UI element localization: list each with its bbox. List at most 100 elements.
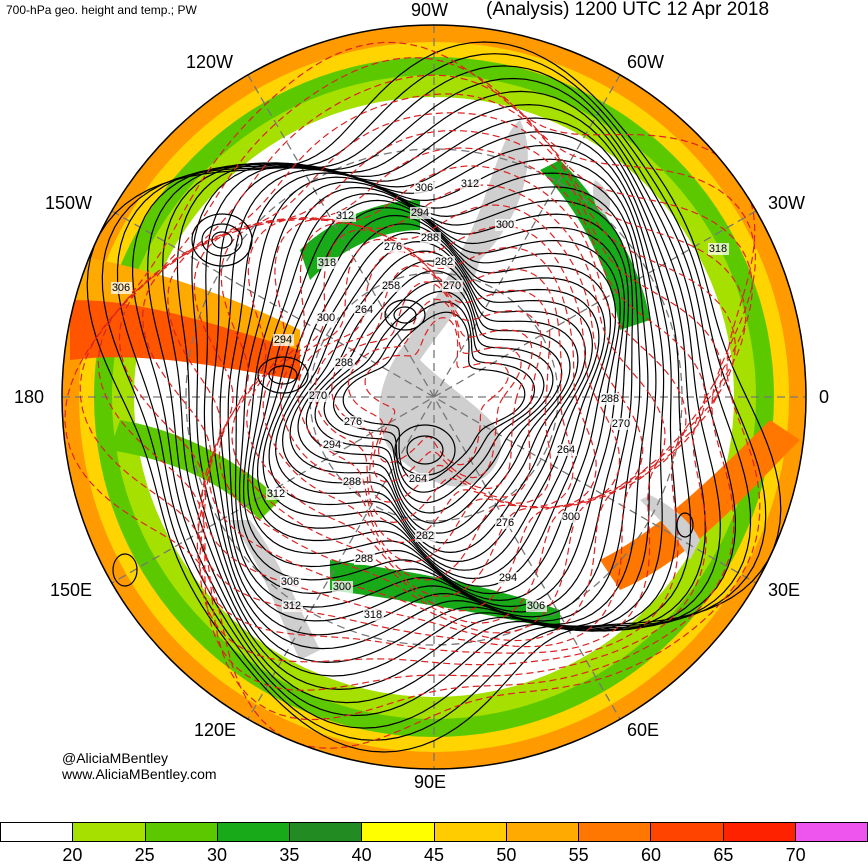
height-contour	[247, 192, 621, 602]
lon-label-150e: 150E	[50, 580, 93, 600]
contour-label: 264	[409, 473, 427, 485]
height-contour	[251, 199, 617, 595]
contour-label: 282	[416, 530, 434, 542]
temperature-contour	[64, 41, 761, 749]
contour-label: 294	[323, 439, 341, 451]
lon-label-60w: 60W	[627, 52, 665, 72]
contour-label-bg	[308, 390, 329, 402]
lon-label-30e: 30E	[768, 580, 801, 600]
height-contour	[176, 117, 692, 677]
colorbar-swatch	[361, 822, 434, 842]
contour-label: 276	[496, 517, 514, 529]
contour-label: 288	[343, 476, 361, 488]
height-contour	[281, 240, 587, 554]
colorbar-tick-label: 55	[568, 845, 589, 865]
contour-label-bg	[354, 553, 375, 565]
credit-handle: @AliciaMBentley	[62, 750, 169, 766]
contour-label: 294	[274, 334, 292, 346]
colorbar-tick-label: 60	[640, 845, 662, 865]
contour-label-bg	[611, 418, 632, 430]
contour-label: 312	[461, 178, 479, 190]
contour-label: 270	[443, 280, 461, 292]
temperature-contour	[218, 184, 666, 624]
temperature-contour	[167, 129, 723, 648]
contour-label-bg	[434, 256, 455, 268]
colorbar-tick-label: 40	[351, 845, 372, 865]
contour-label: 300	[496, 219, 514, 231]
contour-label: 318	[709, 243, 727, 255]
colorbar-swatch	[650, 822, 723, 842]
colorbar-swatch	[794, 822, 868, 842]
contour-label: 288	[335, 357, 353, 369]
colorbar-tick-label: 30	[206, 845, 228, 865]
contour-label: 270	[309, 390, 327, 402]
colorbar-tick-label: 35	[279, 845, 300, 865]
contour-label: 306	[281, 576, 299, 588]
contour-label-bg	[442, 280, 463, 292]
contour-label-bg	[415, 530, 436, 542]
temperature-contour	[208, 165, 687, 634]
height-contour	[116, 65, 752, 729]
contour-label: 312	[336, 210, 354, 222]
height-contour	[332, 301, 536, 493]
contour-label-bg	[495, 517, 516, 529]
valid-time: (Analysis) 1200 UTC 12 Apr 2018	[486, 0, 770, 20]
map-boundary	[61, 24, 807, 770]
polar-map: 306 312 294 300 288 276 282 258 270 312 318 318 306 2…	[61, 24, 807, 770]
contour-label-bg	[342, 476, 363, 488]
contour-label-bg	[561, 511, 582, 523]
contour-label: 318	[318, 257, 336, 269]
contour-label: 294	[499, 572, 517, 584]
contour-label-bg	[266, 488, 287, 500]
contour-label-bg	[410, 207, 431, 219]
colorbar-swatch	[72, 822, 145, 842]
temperature-contour	[231, 204, 644, 612]
contour-label-bg	[111, 282, 132, 294]
contour-label: 300	[317, 312, 335, 324]
temperature-contour	[262, 229, 597, 581]
colorbar-swatch	[722, 822, 795, 842]
height-contour	[101, 53, 767, 741]
contour-label-bg	[526, 600, 547, 612]
contour-label-bg	[334, 357, 355, 369]
contour-labels: 306 312 294 300 288 276 282 258 270 312 318 318 306 2…	[111, 178, 729, 621]
contour-label: 294	[411, 207, 429, 219]
colorbar-tick-label: 70	[785, 845, 806, 865]
contour-label: 270	[612, 418, 630, 430]
height-contour	[342, 311, 526, 483]
temperature-contour	[193, 147, 706, 642]
colorbar-swatch	[0, 822, 73, 842]
contour-label-bg	[414, 182, 435, 194]
height-contour	[227, 172, 641, 622]
colorbar-swatch	[433, 822, 506, 842]
contour-label-bg	[332, 581, 353, 593]
lon-label-90e: 90E	[414, 772, 447, 792]
temperature-contour	[331, 281, 533, 503]
lon-label-0: 0	[819, 387, 830, 407]
colorbar-swatch	[289, 822, 362, 842]
colorbar-swatch	[505, 822, 578, 842]
temperature-contour	[314, 265, 542, 524]
contour-label-bg	[381, 280, 402, 292]
contour-label-bg	[343, 416, 364, 428]
contour-label-bg	[708, 243, 729, 255]
height-contour	[242, 186, 626, 608]
contour-label-bg	[316, 312, 337, 324]
lon-label-30w: 30W	[768, 193, 806, 213]
contour-label: 264	[557, 444, 575, 456]
contour-label: 306	[415, 182, 433, 194]
contour-label-bg	[335, 210, 356, 222]
contour-label-bg	[282, 600, 303, 612]
height-contour	[147, 90, 721, 704]
contour-label-bg	[273, 334, 294, 346]
contour-label: 264	[355, 304, 373, 316]
temperature-contour	[142, 112, 736, 654]
temperature-contour	[97, 74, 753, 691]
temperature-contours	[64, 41, 761, 749]
contour-label: 288	[355, 553, 373, 565]
contour-label-bg	[363, 609, 384, 621]
contour-label: 288	[421, 232, 439, 244]
temperature-contour	[297, 250, 552, 544]
contour-label-bg	[460, 178, 481, 190]
colorbar-swatch	[144, 822, 217, 842]
